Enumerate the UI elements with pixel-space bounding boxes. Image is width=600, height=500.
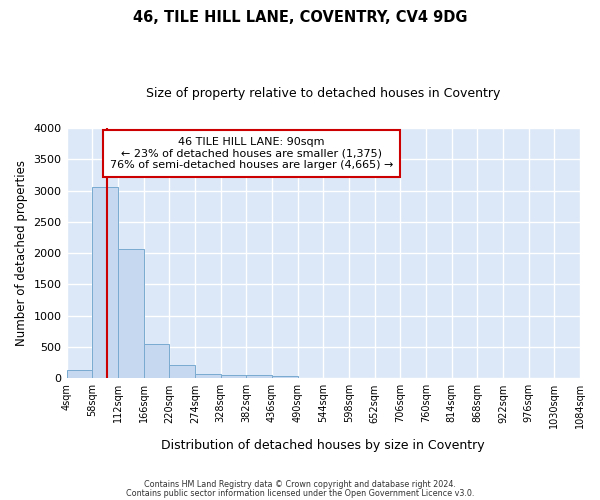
Text: Contains public sector information licensed under the Open Government Licence v3: Contains public sector information licen… — [126, 488, 474, 498]
Text: 46 TILE HILL LANE: 90sqm
← 23% of detached houses are smaller (1,375)
76% of sem: 46 TILE HILL LANE: 90sqm ← 23% of detach… — [110, 137, 393, 170]
X-axis label: Distribution of detached houses by size in Coventry: Distribution of detached houses by size … — [161, 440, 485, 452]
Bar — [67, 370, 92, 378]
Text: Contains HM Land Registry data © Crown copyright and database right 2024.: Contains HM Land Registry data © Crown c… — [144, 480, 456, 489]
Y-axis label: Number of detached properties: Number of detached properties — [15, 160, 28, 346]
Bar — [143, 344, 169, 378]
Title: Size of property relative to detached houses in Coventry: Size of property relative to detached ho… — [146, 88, 500, 101]
Text: 46, TILE HILL LANE, COVENTRY, CV4 9DG: 46, TILE HILL LANE, COVENTRY, CV4 9DG — [133, 10, 467, 25]
Bar — [246, 376, 272, 378]
Bar — [118, 250, 143, 378]
Bar — [272, 376, 298, 378]
Bar — [195, 374, 221, 378]
Bar — [169, 365, 195, 378]
Bar — [221, 375, 246, 378]
Bar — [92, 187, 118, 378]
